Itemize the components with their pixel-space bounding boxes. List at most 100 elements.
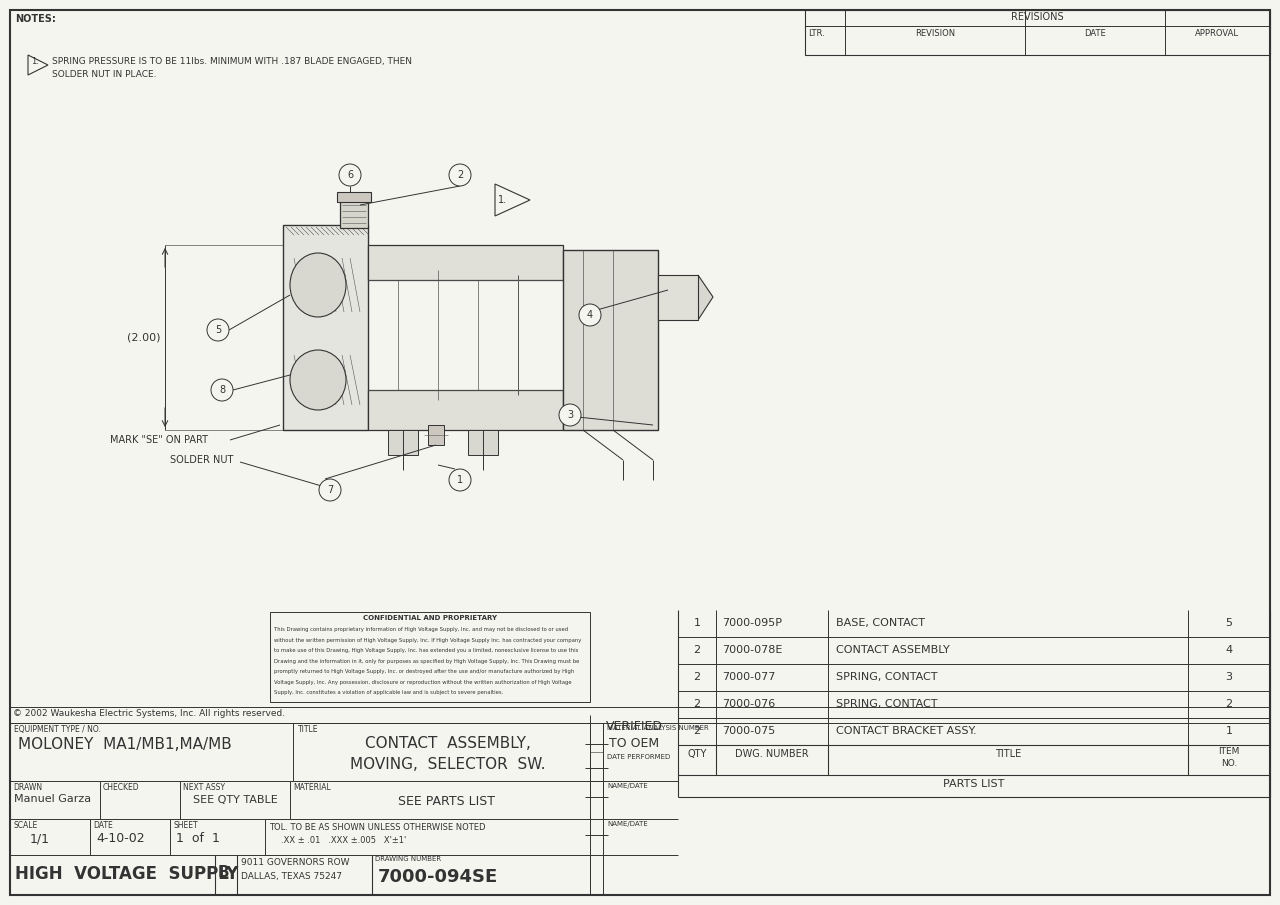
- Text: 1  of  1: 1 of 1: [177, 832, 220, 845]
- Text: 7000-077: 7000-077: [722, 672, 776, 682]
- Text: 4-10-02: 4-10-02: [96, 832, 145, 845]
- Text: 2: 2: [694, 726, 700, 736]
- Text: 7000-094SE: 7000-094SE: [378, 868, 498, 886]
- Text: NEXT ASSY: NEXT ASSY: [183, 783, 225, 792]
- Text: without the written permission of High Voltage Supply, Inc. If High Voltage Supp: without the written permission of High V…: [274, 637, 581, 643]
- Text: DRAWN: DRAWN: [13, 783, 42, 792]
- Text: TO OEM: TO OEM: [609, 737, 659, 750]
- Text: SEE QTY TABLE: SEE QTY TABLE: [192, 795, 278, 805]
- Circle shape: [559, 404, 581, 426]
- Text: Voltage Supply, Inc. Any possession, disclosure or reproduction without the writ: Voltage Supply, Inc. Any possession, dis…: [274, 680, 572, 684]
- Text: 1: 1: [1225, 726, 1233, 736]
- Bar: [283, 225, 369, 430]
- Text: 9011 GOVERNORS ROW: 9011 GOVERNORS ROW: [241, 858, 349, 867]
- Text: DATE: DATE: [1084, 29, 1106, 38]
- Text: to make use of this Drawing, High Voltage Supply, Inc. has extended you a limite: to make use of this Drawing, High Voltag…: [274, 648, 579, 653]
- Text: NAME/DATE: NAME/DATE: [607, 821, 648, 827]
- Text: 1: 1: [457, 475, 463, 485]
- Text: CONFIDENTIAL AND PROPRIETARY: CONFIDENTIAL AND PROPRIETARY: [364, 615, 497, 621]
- Text: MOLONEY  MA1/MB1,MA/MB: MOLONEY MA1/MB1,MA/MB: [18, 737, 232, 752]
- Bar: [270, 612, 590, 702]
- Text: DRAWING NUMBER: DRAWING NUMBER: [375, 856, 442, 862]
- Text: .XX ± .01   .XXX ±.005   X'±1': .XX ± .01 .XXX ±.005 X'±1': [282, 836, 406, 845]
- Text: APPROVAL: APPROVAL: [1196, 29, 1239, 38]
- Text: SCALE: SCALE: [13, 821, 37, 830]
- Ellipse shape: [291, 253, 346, 317]
- Text: REVISIONS: REVISIONS: [1011, 12, 1064, 22]
- Circle shape: [449, 164, 471, 186]
- Text: ITEM: ITEM: [1219, 747, 1240, 756]
- Text: This Drawing contains proprietary information of High Voltage Supply, Inc. and m: This Drawing contains proprietary inform…: [274, 627, 568, 632]
- Bar: [369, 390, 563, 430]
- Circle shape: [579, 304, 602, 326]
- Bar: [658, 275, 698, 320]
- Text: 7000-095P: 7000-095P: [722, 618, 782, 628]
- Text: CHECKED: CHECKED: [102, 783, 140, 792]
- Text: BASE, CONTACT: BASE, CONTACT: [836, 618, 925, 628]
- Text: 7000-078E: 7000-078E: [722, 645, 782, 655]
- Text: 1.: 1.: [498, 195, 507, 205]
- Text: SOLDER NUT IN PLACE.: SOLDER NUT IN PLACE.: [52, 70, 156, 79]
- Bar: [563, 250, 658, 430]
- Text: SPRING, CONTACT: SPRING, CONTACT: [836, 672, 937, 682]
- Circle shape: [449, 469, 471, 491]
- Text: 7000-075: 7000-075: [722, 726, 776, 736]
- Bar: [805, 10, 1270, 55]
- Text: MATERIAL ANALYSIS NUMBER: MATERIAL ANALYSIS NUMBER: [607, 725, 709, 731]
- Text: DATE: DATE: [93, 821, 113, 830]
- Circle shape: [339, 164, 361, 186]
- Text: TITLE: TITLE: [995, 749, 1021, 759]
- Text: REVISION: REVISION: [915, 29, 955, 38]
- Text: B: B: [218, 865, 229, 880]
- Text: 4: 4: [1225, 645, 1233, 655]
- Text: MOVING,  SELECTOR  SW.: MOVING, SELECTOR SW.: [351, 757, 545, 772]
- Text: 8: 8: [219, 385, 225, 395]
- Text: © 2002 Waukesha Electric Systems, Inc. All rights reserved.: © 2002 Waukesha Electric Systems, Inc. A…: [13, 709, 285, 718]
- Text: NOTES:: NOTES:: [15, 14, 56, 24]
- Text: 2: 2: [457, 170, 463, 180]
- Text: SPRING, CONTACT: SPRING, CONTACT: [836, 699, 937, 709]
- Text: 3: 3: [1225, 672, 1233, 682]
- Text: QTY: QTY: [687, 749, 707, 759]
- Text: 1/1: 1/1: [29, 832, 50, 845]
- Text: 1.: 1.: [31, 58, 38, 66]
- Text: DWG. NUMBER: DWG. NUMBER: [735, 749, 809, 759]
- Text: Drawing and the information in it, only for purposes as specified by High Voltag: Drawing and the information in it, only …: [274, 659, 580, 663]
- Text: TITLE: TITLE: [298, 725, 319, 734]
- Text: 2: 2: [1225, 699, 1233, 709]
- Text: 2: 2: [694, 672, 700, 682]
- Text: 5: 5: [215, 325, 221, 335]
- Ellipse shape: [291, 350, 346, 410]
- Text: NO.: NO.: [1221, 759, 1238, 768]
- Text: DATE PERFORMED: DATE PERFORMED: [607, 754, 671, 760]
- Text: SPRING PRESSURE IS TO BE 11lbs. MINIMUM WITH .187 BLADE ENGAGED, THEN: SPRING PRESSURE IS TO BE 11lbs. MINIMUM …: [52, 57, 412, 66]
- Text: (2.00): (2.00): [127, 332, 160, 342]
- Circle shape: [211, 379, 233, 401]
- Text: CONTACT ASSEMBLY: CONTACT ASSEMBLY: [836, 645, 950, 655]
- Text: CONTACT BRACKET ASSY.: CONTACT BRACKET ASSY.: [836, 726, 977, 736]
- Text: Supply, Inc. constitutes a violation of applicable law and is subject to severe : Supply, Inc. constitutes a violation of …: [274, 690, 503, 695]
- Bar: [468, 430, 498, 455]
- Text: 3: 3: [567, 410, 573, 420]
- Text: 1: 1: [694, 618, 700, 628]
- Text: DALLAS, TEXAS 75247: DALLAS, TEXAS 75247: [241, 872, 342, 881]
- Text: PARTS LIST: PARTS LIST: [943, 779, 1005, 789]
- Text: EQUIPMENT TYPE / NO.: EQUIPMENT TYPE / NO.: [14, 725, 101, 734]
- Text: 5: 5: [1225, 618, 1233, 628]
- Text: MARK "SE" ON PART: MARK "SE" ON PART: [110, 435, 207, 445]
- Polygon shape: [28, 55, 49, 75]
- Text: SEE PARTS LIST: SEE PARTS LIST: [398, 795, 494, 808]
- Polygon shape: [495, 184, 530, 216]
- Text: LTR.: LTR.: [808, 29, 824, 38]
- Text: promptly returned to High Voltage Supply, Inc. or destroyed after the use and/or: promptly returned to High Voltage Supply…: [274, 669, 575, 674]
- Text: SOLDER NUT: SOLDER NUT: [170, 455, 233, 465]
- Text: 7: 7: [326, 485, 333, 495]
- Bar: [369, 245, 563, 280]
- Text: 7000-076: 7000-076: [722, 699, 776, 709]
- Text: HIGH  VOLTAGE  SUPPLY: HIGH VOLTAGE SUPPLY: [15, 865, 238, 883]
- Text: CONTACT  ASSEMBLY,: CONTACT ASSEMBLY,: [365, 736, 531, 751]
- Text: MATERIAL: MATERIAL: [293, 783, 330, 792]
- Text: 6: 6: [347, 170, 353, 180]
- Text: SHEET: SHEET: [173, 821, 197, 830]
- Text: 4: 4: [588, 310, 593, 320]
